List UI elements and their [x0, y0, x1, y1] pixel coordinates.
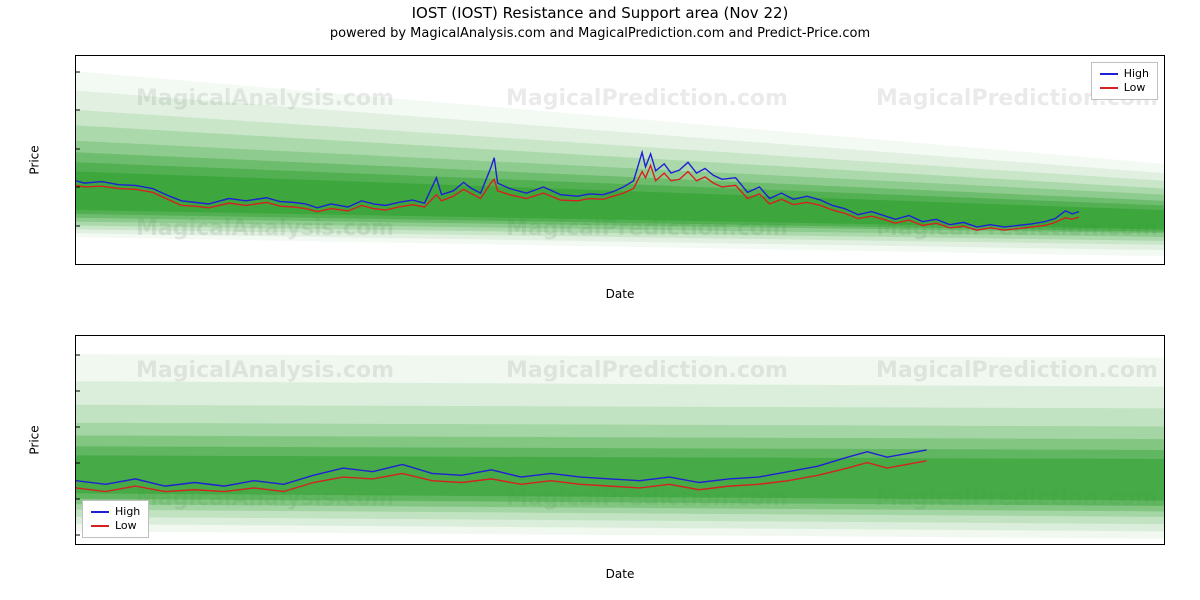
top-plot-svg [76, 56, 1164, 264]
y-tick-label: 0.010 [75, 181, 76, 192]
legend-line-icon [1100, 73, 1118, 75]
x-tick-label: 2024-11-01 [690, 544, 748, 545]
chart-legend: High Low [82, 500, 149, 538]
x-tick-label: 2024-11 [1031, 264, 1073, 265]
bottom-chart-panel: Price MagicalAnalysis.com MagicalPredict… [75, 335, 1165, 545]
legend-item-low: Low [1100, 81, 1149, 95]
legend-line-icon [91, 525, 109, 527]
y-tick-label: 0.025 [75, 66, 76, 77]
y-axis-label: Price [28, 425, 42, 454]
y-tick-label: 0.010 [75, 385, 76, 396]
x-tick-label: 2024-12-01 [987, 544, 1045, 545]
x-tick-label: 2024-11-15 [828, 544, 886, 545]
y-tick-label: 0.002 [75, 529, 76, 540]
y-tick-label: 0.012 [75, 349, 76, 360]
x-tick-label: 2025-01 [1135, 264, 1165, 265]
chart-figure: IOST (IOST) Resistance and Support area … [0, 0, 1200, 600]
legend-line-icon [1100, 87, 1118, 89]
x-axis-label: Date [606, 287, 635, 301]
legend-item-low: Low [91, 519, 140, 533]
x-tick-label: 2024-10-01 [383, 544, 441, 545]
y-tick-label: 0.006 [75, 457, 76, 468]
subtitle: powered by MagicalAnalysis.com and Magic… [0, 26, 1200, 41]
figure-titles: IOST (IOST) Resistance and Support area … [0, 0, 1200, 41]
legend-item-high: High [91, 505, 140, 519]
x-tick-label: 2023-07 [200, 264, 242, 265]
x-tick-label: 2023-11 [409, 264, 451, 265]
legend-line-icon [91, 511, 109, 513]
x-tick-label: 2024-05 [718, 264, 760, 265]
bottom-plot-area: MagicalAnalysis.com MagicalPrediction.co… [75, 335, 1165, 545]
y-tick-label: 0.004 [75, 493, 76, 504]
legend-label: High [1124, 67, 1149, 81]
main-title: IOST (IOST) Resistance and Support area … [0, 4, 1200, 22]
legend-label: Low [115, 519, 137, 533]
x-tick-label: 2024-07 [822, 264, 864, 265]
x-tick-label: 2024-03 [614, 264, 656, 265]
legend-label: Low [1124, 81, 1146, 95]
x-tick-label: 2024-09 [927, 264, 969, 265]
y-tick-label: 0.008 [75, 421, 76, 432]
x-tick-label: 2024-12-15 [1125, 544, 1165, 545]
x-tick-label: 2024-09-15 [225, 544, 283, 545]
top-chart-panel: Price MagicalAnalysis.com MagicalPredict… [75, 55, 1165, 265]
x-tick-label: 2023-09 [305, 264, 347, 265]
y-axis-label: Price [28, 145, 42, 174]
chart-legend: High Low [1091, 62, 1158, 100]
x-tick-label: 2024-01 [512, 264, 554, 265]
x-tick-label: 2024-10-15 [522, 544, 580, 545]
y-tick-label: 0.005 [75, 220, 76, 231]
legend-label: High [115, 505, 140, 519]
x-tick-label: 2023-05 [96, 264, 138, 265]
x-axis-label: Date [606, 567, 635, 581]
x-tick-label: 2024-09-01 [87, 544, 145, 545]
y-tick-label: 0.015 [75, 143, 76, 154]
legend-item-high: High [1100, 67, 1149, 81]
y-tick-label: 0.020 [75, 104, 76, 115]
y-tick-label: 0.000 [75, 259, 76, 266]
top-plot-area: MagicalAnalysis.com MagicalPrediction.co… [75, 55, 1165, 265]
bottom-plot-svg [76, 336, 1164, 544]
